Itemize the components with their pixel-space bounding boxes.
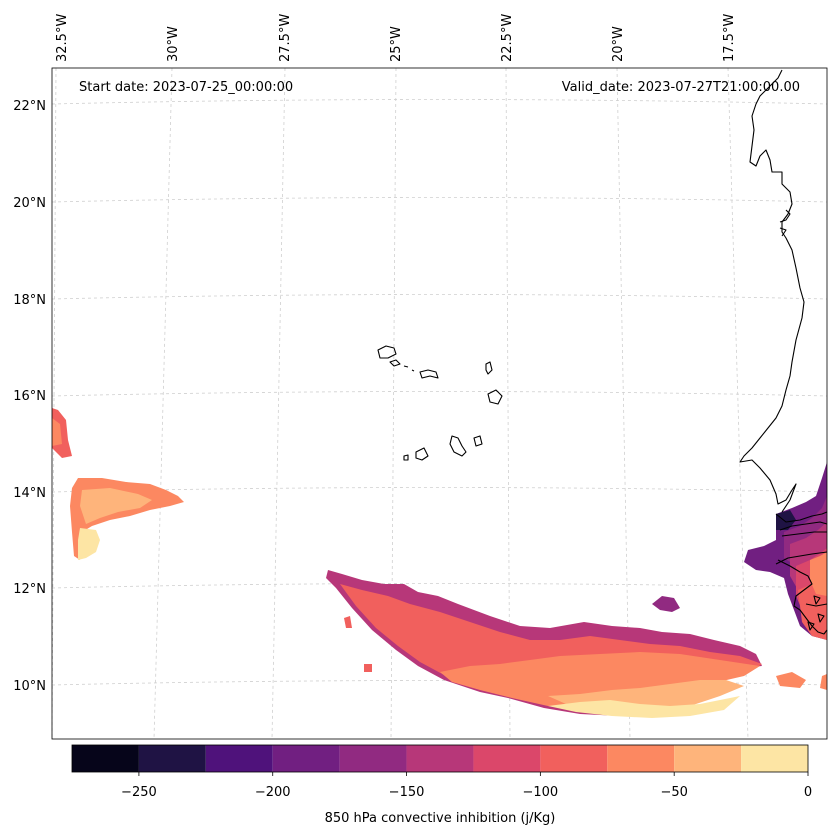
contour-small-patch-east bbox=[776, 672, 806, 688]
island-santa-luzia bbox=[403, 365, 415, 372]
lat-label-18n: 18°N bbox=[13, 293, 46, 308]
colorbar-swatch bbox=[72, 745, 139, 772]
colorbar-swatch bbox=[607, 745, 675, 772]
colorbar-swatches bbox=[72, 745, 808, 772]
colorbar-tick-minus150: −150 bbox=[389, 785, 425, 800]
lon-label-17-5w: 17.5°W bbox=[722, 14, 737, 62]
coastline-islets bbox=[779, 209, 825, 631]
contour-east-coast-deep bbox=[776, 510, 796, 530]
lon-label-22-5w: 22.5°W bbox=[500, 14, 515, 62]
colorbar-swatch bbox=[205, 745, 273, 772]
contour-west-edge-inner bbox=[52, 418, 62, 446]
lon-label-27-5w: 27.5°W bbox=[278, 14, 293, 62]
colorbar-label: 850 hPa convective inhibition (j/Kg) bbox=[325, 811, 556, 826]
island-santo-antao bbox=[377, 345, 397, 359]
island-sal bbox=[485, 361, 493, 375]
colorbar-swatch bbox=[339, 745, 407, 772]
lat-label-22n: 22°N bbox=[13, 99, 46, 114]
island-brava bbox=[403, 454, 409, 461]
contour-west-edge bbox=[52, 408, 72, 458]
lat-label-14n: 14°N bbox=[13, 486, 46, 501]
coastlines bbox=[377, 69, 828, 635]
contour-small-patch-west bbox=[344, 616, 352, 628]
colorbar-swatch bbox=[540, 745, 608, 772]
colorbar-tick-minus250: −250 bbox=[121, 785, 157, 800]
contour-east-coast-band5 bbox=[810, 552, 827, 596]
cin-contours bbox=[52, 408, 827, 718]
lat-label-16n: 16°N bbox=[13, 389, 46, 404]
lat-label-20n: 20°N bbox=[13, 196, 46, 211]
colorbar-swatch bbox=[741, 745, 808, 772]
valid-date-label: Valid_date: 2023-07-27T21:00:00.00 bbox=[562, 80, 800, 95]
colorbar-swatch bbox=[473, 745, 541, 772]
coastline-africa bbox=[739, 69, 805, 513]
contour-small-patch-north bbox=[652, 596, 680, 612]
colorbar: −250 −200 −150 −100 −50 0 850 hPa convec… bbox=[71, 744, 812, 826]
colorbar-swatch bbox=[674, 745, 742, 772]
colorbar-swatch bbox=[406, 745, 474, 772]
colorbar-frame bbox=[71, 744, 809, 773]
island-sao-nicolau bbox=[419, 369, 439, 379]
lat-label-10n: 10°N bbox=[13, 679, 46, 694]
contour-small-patch-edge bbox=[820, 674, 827, 690]
start-date-label: Start date: 2023-07-25_00:00:00 bbox=[79, 80, 293, 95]
colorbar-tick-minus100: −100 bbox=[523, 785, 559, 800]
colorbar-swatch bbox=[272, 745, 340, 772]
lon-label-20w: 20°W bbox=[611, 26, 626, 62]
coastline-gambia bbox=[779, 521, 828, 537]
island-maio bbox=[473, 435, 483, 447]
contour-small-patch-sw bbox=[364, 664, 372, 672]
colorbar-tick-minus50: −50 bbox=[660, 785, 687, 800]
colorbar-swatch bbox=[138, 745, 206, 772]
colorbar-ticks bbox=[138, 772, 809, 776]
coastline-inland-border bbox=[775, 551, 828, 607]
coastline-guinea-bissau bbox=[777, 559, 828, 635]
longitude-labels: 32.5°W 30°W 27.5°W 25°W 22.5°W 20°W 17.5… bbox=[55, 14, 737, 62]
island-boa-vista bbox=[487, 389, 503, 405]
island-santiago bbox=[449, 435, 467, 457]
island-sao-vicente bbox=[389, 359, 401, 367]
colorbar-tick-minus200: −200 bbox=[255, 785, 291, 800]
contour-southern-band-light bbox=[548, 696, 740, 718]
lon-label-25w: 25°W bbox=[389, 26, 404, 62]
island-fogo bbox=[415, 447, 429, 461]
contour-west-blob-inner bbox=[80, 488, 152, 524]
lat-label-12n: 12°N bbox=[13, 582, 46, 597]
map-frame bbox=[51, 67, 828, 740]
lon-label-30w: 30°W bbox=[166, 26, 181, 62]
contour-west-blob-tail bbox=[78, 528, 100, 560]
latitude-labels: 22°N 20°N 18°N 16°N 14°N 12°N 10°N bbox=[13, 99, 46, 694]
colorbar-tick-0: 0 bbox=[804, 785, 812, 800]
coastline-africa-south bbox=[775, 511, 828, 523]
lon-label-32-5w: 32.5°W bbox=[55, 14, 70, 62]
